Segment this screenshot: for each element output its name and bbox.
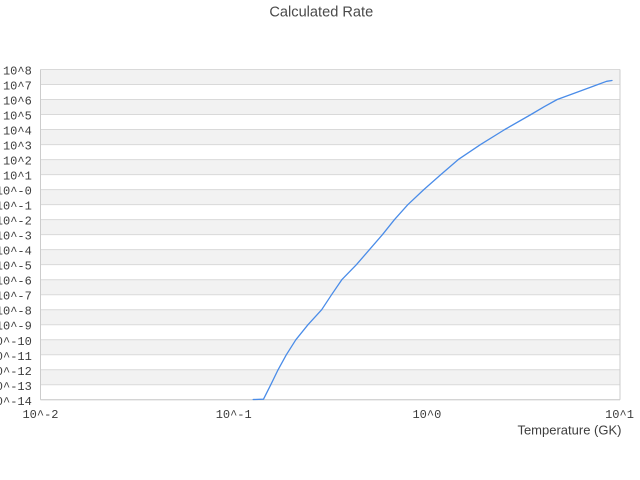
svg-text:10^-5: 10^-5 [0,260,32,274]
svg-text:10^-3: 10^-3 [0,230,32,244]
svg-text:10^-4: 10^-4 [0,245,32,259]
svg-text:10^8: 10^8 [3,65,32,79]
svg-text:10^-13: 10^-13 [0,380,32,394]
svg-text:10^-11: 10^-11 [0,350,32,364]
svg-text:10^-7: 10^-7 [0,290,32,304]
svg-text:10^2: 10^2 [3,155,32,169]
svg-text:10^-9: 10^-9 [0,320,32,334]
svg-text:10^5: 10^5 [3,110,32,124]
svg-text:Calculated Rate: Calculated Rate [269,5,373,21]
svg-text:10^-14: 10^-14 [0,395,32,409]
svg-text:10^1: 10^1 [3,170,32,184]
svg-text:Temperature (GK): Temperature (GK) [517,423,621,438]
svg-text:10^-12: 10^-12 [0,365,32,379]
svg-text:10^-10: 10^-10 [0,335,32,349]
svg-text:10^1: 10^1 [605,408,634,422]
svg-text:10^-6: 10^-6 [0,275,32,289]
svg-text:10^-8: 10^-8 [0,305,32,319]
svg-text:10^4: 10^4 [3,125,32,139]
svg-text:10^0: 10^0 [412,408,441,422]
svg-text:10^-2: 10^-2 [22,408,58,422]
svg-text:10^-2: 10^-2 [0,215,32,229]
svg-text:10^-1: 10^-1 [216,408,252,422]
svg-text:10^7: 10^7 [3,80,32,94]
svg-text:10^-1: 10^-1 [0,200,32,214]
svg-text:10^3: 10^3 [3,140,32,154]
svg-text:10^-0: 10^-0 [0,185,32,199]
svg-text:10^6: 10^6 [3,95,32,109]
